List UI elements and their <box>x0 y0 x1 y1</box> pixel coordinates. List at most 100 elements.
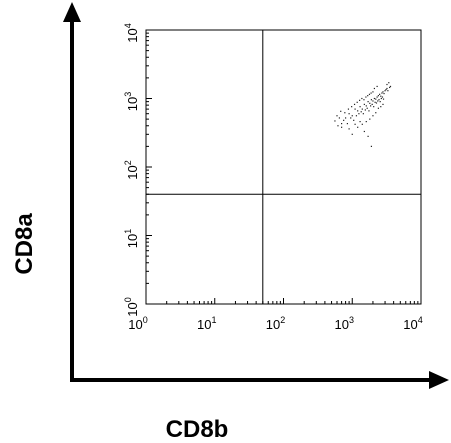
data-point <box>373 97 376 100</box>
x-arrow-head-icon <box>429 371 449 389</box>
data-point <box>382 98 385 100</box>
data-point <box>375 102 378 104</box>
data-point <box>354 108 356 110</box>
data-point <box>348 113 350 115</box>
data-point <box>370 145 373 147</box>
y-tick-label: 101 <box>123 229 140 248</box>
data-point <box>376 85 378 88</box>
data-point <box>362 113 364 115</box>
data-point <box>380 95 382 97</box>
y-tick-label: 104 <box>123 23 140 42</box>
data-point <box>386 83 388 86</box>
y-axis-title: CD8a <box>11 213 38 275</box>
data-point <box>377 107 379 109</box>
data-point <box>348 128 350 130</box>
data-point <box>351 106 353 108</box>
data-point <box>357 110 359 112</box>
data-point <box>370 99 373 101</box>
data-point <box>379 93 381 95</box>
y-tick-label: 102 <box>123 160 140 179</box>
data-point <box>370 105 372 107</box>
data-point <box>361 108 363 110</box>
data-point <box>365 105 367 107</box>
y-arrow-head-icon <box>63 2 81 22</box>
data-point <box>367 95 369 97</box>
data-point <box>364 109 366 111</box>
data-point <box>384 90 386 92</box>
data-point <box>372 115 374 117</box>
data-point <box>347 108 350 110</box>
x-axis-ticks <box>145 298 422 304</box>
data-point <box>366 107 368 109</box>
data-point <box>389 85 392 88</box>
data-point <box>373 106 375 108</box>
data-point <box>367 135 369 137</box>
data-point <box>378 99 380 101</box>
data-point <box>341 123 343 125</box>
y-tick-label: 103 <box>123 92 140 111</box>
data-point <box>358 113 360 115</box>
data-point <box>350 117 352 119</box>
data-point <box>380 106 382 108</box>
data-point <box>363 99 365 101</box>
data-point <box>381 96 384 98</box>
x-tick-label: 103 <box>335 315 354 332</box>
data-point <box>365 121 367 123</box>
data-point <box>368 93 371 95</box>
data-point <box>353 103 356 106</box>
data-point <box>387 90 389 92</box>
x-axis-title: CD8b <box>166 416 229 443</box>
data-point <box>355 115 358 117</box>
x-tick-label: 100 <box>128 315 147 332</box>
y-axis-ticks <box>146 29 152 305</box>
data-point <box>367 101 369 103</box>
y-tick-label: 100 <box>123 297 140 316</box>
data-point <box>356 101 358 103</box>
data-point <box>389 86 391 89</box>
data-point <box>354 123 356 125</box>
data-point <box>341 126 343 128</box>
data-point <box>377 100 379 102</box>
data-point <box>375 112 377 114</box>
data-point <box>368 110 370 112</box>
data-point <box>388 82 390 84</box>
data-point <box>386 87 388 90</box>
data-point <box>373 87 376 90</box>
data-point <box>357 126 359 128</box>
data-point <box>369 102 371 104</box>
data-point <box>344 117 347 119</box>
data-point <box>337 125 339 127</box>
x-tick-label: 101 <box>197 315 216 332</box>
data-point <box>336 115 338 117</box>
data-point <box>382 103 384 106</box>
data-point <box>359 106 361 108</box>
data-point <box>385 88 387 91</box>
data-point <box>353 119 355 121</box>
data-point <box>334 120 336 122</box>
y-axis-tick-labels: 100 101 102 103 104 <box>123 23 140 316</box>
data-point <box>363 130 365 133</box>
data-point <box>376 96 378 98</box>
data-point <box>361 97 363 100</box>
data-point <box>344 112 346 114</box>
x-tick-label: 102 <box>266 315 285 332</box>
x-axis-tick-labels: 100 101 102 103 104 <box>128 315 422 332</box>
data-point <box>351 133 353 135</box>
data-point <box>340 110 342 112</box>
data-point <box>363 103 365 106</box>
data-point <box>372 91 374 93</box>
data-point <box>369 118 371 120</box>
data-point <box>383 92 385 95</box>
data-point <box>359 121 361 123</box>
data-point <box>338 117 340 119</box>
data-point <box>351 115 353 117</box>
data-point <box>361 123 363 125</box>
data-point <box>365 96 367 98</box>
data-point <box>382 91 384 93</box>
data-point <box>370 92 372 94</box>
data-point <box>360 111 362 113</box>
data-point <box>380 97 382 100</box>
x-tick-label: 104 <box>403 315 422 332</box>
data-point <box>372 100 374 102</box>
